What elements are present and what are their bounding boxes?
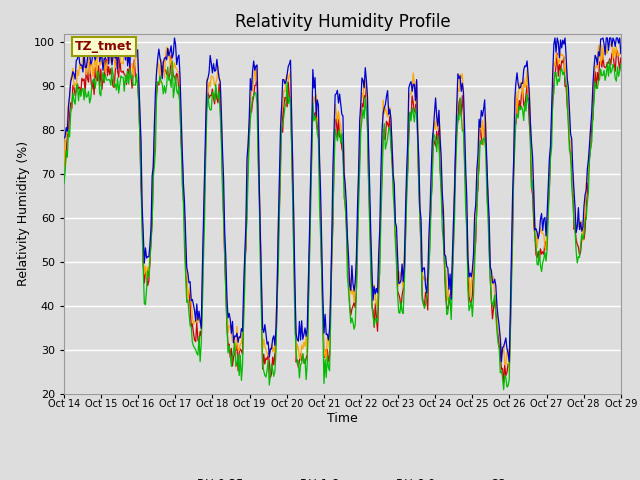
X-axis label: Time: Time bbox=[327, 412, 358, 425]
Legend: RH 0.35m, RH 1.8m, RH 6.0m, 22m: RH 0.35m, RH 1.8m, RH 6.0m, 22m bbox=[162, 473, 523, 480]
Title: Relativity Humidity Profile: Relativity Humidity Profile bbox=[235, 12, 450, 31]
Y-axis label: Relativity Humidity (%): Relativity Humidity (%) bbox=[17, 141, 30, 286]
Text: TZ_tmet: TZ_tmet bbox=[75, 40, 132, 53]
